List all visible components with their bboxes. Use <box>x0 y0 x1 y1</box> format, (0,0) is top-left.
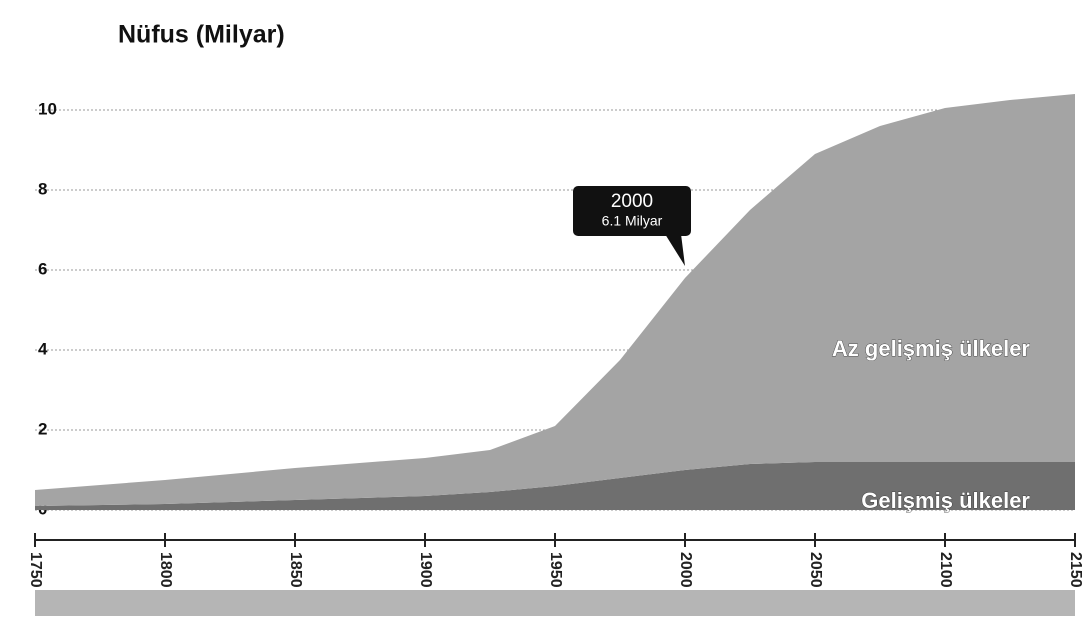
callout-text: 6.1 Milyar <box>602 213 663 229</box>
x-tick-label: 2000 <box>677 552 694 588</box>
callout-box <box>573 186 691 236</box>
y-tick-label: 2 <box>38 419 47 438</box>
series-label: Gelişmiş ülkeler <box>861 488 1030 513</box>
area <box>35 94 1075 506</box>
callout-pointer <box>665 234 685 266</box>
x-tick-label: 1950 <box>547 552 564 588</box>
x-tick-label: 1900 <box>417 552 434 588</box>
x-tick-label: 2150 <box>1067 552 1084 588</box>
areas <box>35 94 1075 510</box>
y-tick-label: 8 <box>38 179 47 198</box>
x-tick-label: 1800 <box>157 552 174 588</box>
bottom-bar <box>35 590 1075 616</box>
x-tick-label: 2050 <box>807 552 824 588</box>
y-tick-label: 6 <box>38 259 47 278</box>
x-tick-label: 2100 <box>937 552 954 588</box>
x-tick-label: 1850 <box>287 552 304 588</box>
callout-label: 2000 <box>611 191 653 212</box>
series-label: Az gelişmiş ülkeler <box>832 336 1031 361</box>
chart-title: Nüfus (Milyar) <box>118 21 285 49</box>
x-tick-label: 1750 <box>27 552 44 588</box>
y-tick-label: 4 <box>38 339 48 358</box>
y-tick-label: 10 <box>38 99 57 118</box>
